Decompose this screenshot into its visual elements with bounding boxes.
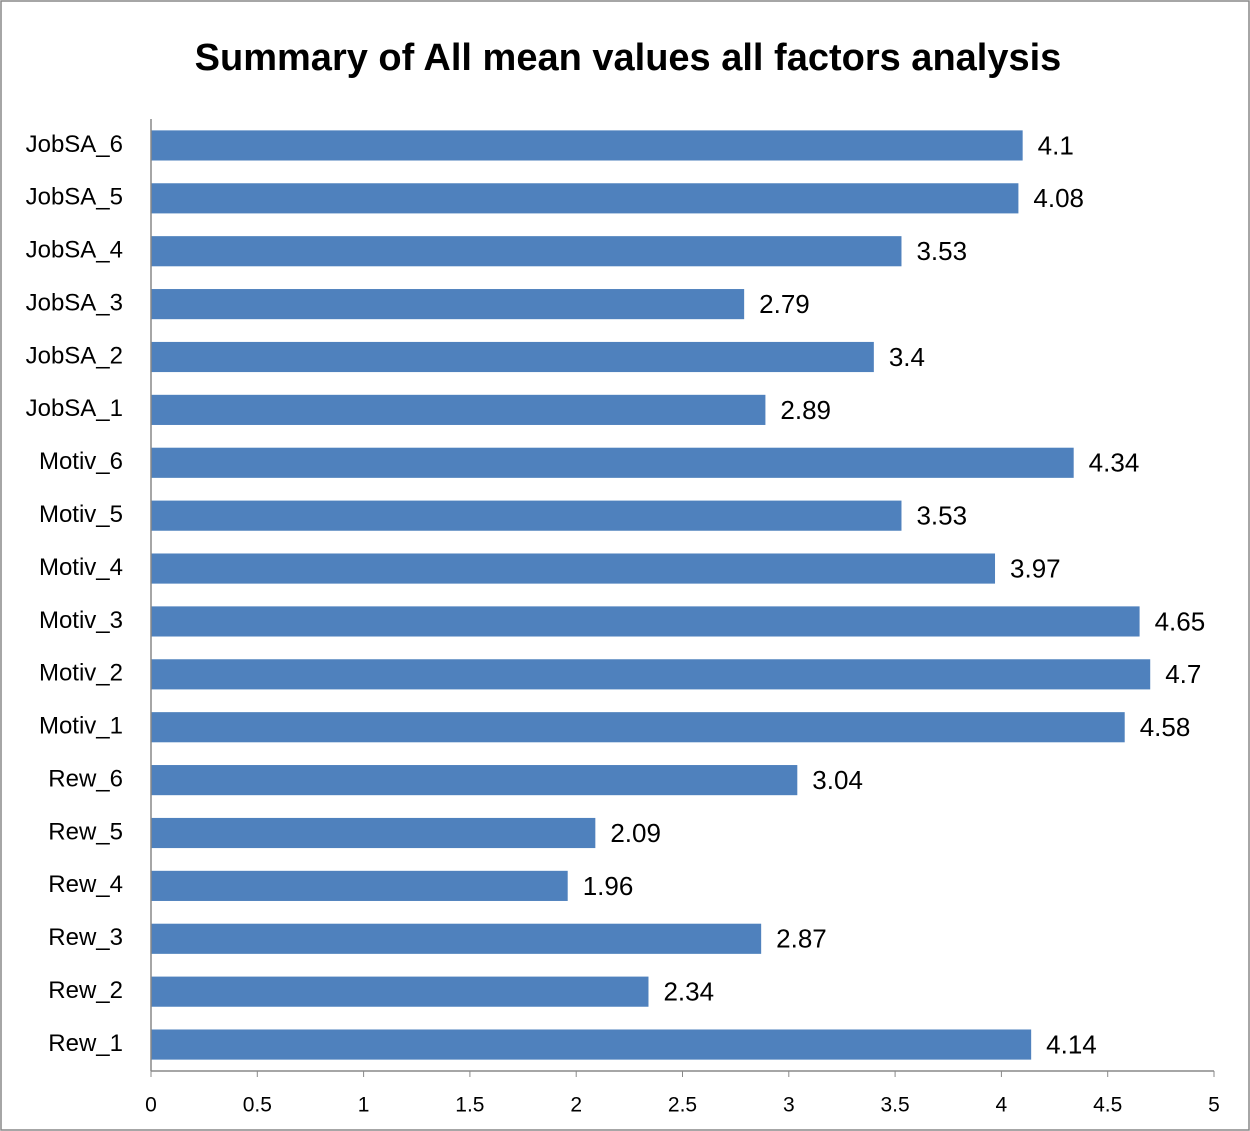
bar: [151, 130, 1023, 161]
bar: [151, 500, 902, 531]
bar: [151, 923, 762, 954]
value-label: 2.89: [780, 395, 831, 425]
y-tick-label: JobSA_5: [26, 184, 123, 211]
y-tick-label: Rew_2: [48, 977, 123, 1004]
value-label: 3.4: [889, 342, 925, 372]
value-label: 4.7: [1165, 659, 1201, 689]
x-tick-label: 5: [1208, 1094, 1220, 1117]
value-label: 3.53: [916, 501, 967, 531]
x-tick-label: 1: [358, 1094, 370, 1117]
bar: [151, 659, 1151, 690]
x-tick-label: 4.5: [1093, 1094, 1122, 1117]
bar: [151, 289, 745, 320]
y-tick-label: Motiv_1: [39, 713, 123, 740]
value-label: 3.97: [1010, 553, 1061, 583]
y-tick-label: Rew_5: [48, 818, 123, 845]
bar: [151, 341, 874, 373]
y-tick-label: Rew_1: [48, 1030, 123, 1057]
y-tick-label: Rew_3: [48, 924, 123, 951]
x-tick-label: 2.5: [668, 1094, 697, 1117]
bar: [151, 183, 1019, 214]
x-tick-label: 3.5: [880, 1094, 909, 1117]
value-label: 2.09: [610, 818, 661, 848]
value-label: 1.96: [583, 871, 634, 901]
value-label: 3.04: [812, 765, 863, 795]
x-tick-label: 2: [570, 1094, 582, 1117]
x-tick-label: 4: [996, 1094, 1008, 1117]
bar: [151, 765, 798, 796]
x-tick-label: 0.5: [243, 1094, 272, 1117]
y-tick-label: Motiv_2: [39, 660, 123, 687]
bar: [151, 976, 649, 1007]
bar: [151, 606, 1140, 637]
y-tick-label: Motiv_4: [39, 554, 123, 581]
y-tick-label: Motiv_3: [39, 607, 123, 634]
bar: [151, 236, 902, 267]
value-label: 4.14: [1046, 1029, 1097, 1059]
value-label: 4.08: [1033, 183, 1084, 213]
y-tick-label: JobSA_4: [26, 237, 123, 264]
bar: [151, 817, 596, 849]
y-tick-label: JobSA_3: [26, 289, 123, 316]
x-tick-label: 1.5: [455, 1094, 484, 1117]
value-label: 4.58: [1140, 712, 1191, 742]
y-tick-label: Motiv_5: [39, 501, 123, 528]
value-label: 4.34: [1089, 448, 1140, 478]
y-tick-label: Rew_4: [48, 871, 123, 898]
y-tick-label: Rew_6: [48, 765, 123, 792]
bar: [151, 870, 568, 901]
y-tick-label: JobSA_6: [26, 131, 123, 158]
value-label: 2.87: [776, 924, 827, 954]
value-label: 3.53: [916, 236, 967, 266]
x-tick-label: 3: [783, 1094, 795, 1117]
y-tick-label: JobSA_2: [26, 342, 123, 369]
value-label: 4.1: [1038, 130, 1074, 160]
bar: [151, 553, 996, 584]
y-tick-label: JobSA_1: [26, 395, 123, 422]
bar: [151, 712, 1125, 743]
bar: [151, 394, 766, 425]
bar: [151, 1029, 1032, 1060]
value-label: 2.34: [663, 977, 714, 1007]
bar: [151, 447, 1074, 478]
x-tick-label: 0: [145, 1094, 157, 1117]
value-label: 4.65: [1155, 606, 1206, 636]
chart-title: Summary of All mean values all factors a…: [195, 37, 1062, 79]
value-label: 2.79: [759, 289, 810, 319]
y-tick-label: Motiv_6: [39, 448, 123, 475]
